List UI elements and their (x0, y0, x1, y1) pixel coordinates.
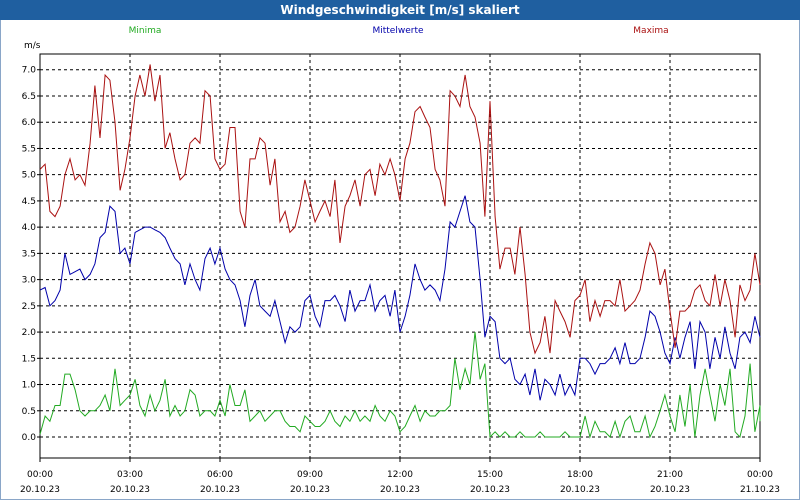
y-tick-label: 4.0 (22, 223, 37, 233)
y-tick-label: 3.5 (22, 249, 36, 259)
y-tick-label: 2.5 (22, 302, 36, 312)
y-axis-ticks: 0.0 0.5 1.0 1.5 2.0 2.5 3.0 3.5 4.0 4.5 5.0 5.5 6.0 6… (22, 66, 40, 443)
legend-item: Minima (129, 26, 162, 36)
y-tick-label: 5.0 (22, 171, 37, 181)
series-line-minima (39, 332, 761, 439)
chart-grid (40, 54, 760, 458)
x-tick-time-label: 06:00 (207, 470, 233, 480)
x-tick-time-label: 00:00 (747, 470, 773, 480)
legend-item: Maxima (633, 26, 668, 36)
legend-item: Mittelwerte (372, 26, 423, 36)
x-tick-date-label: 20.10.23 (200, 485, 240, 495)
chart-series (39, 64, 761, 439)
y-tick-label: 0.5 (22, 407, 36, 417)
x-tick-date-label: 20.10.23 (110, 485, 150, 495)
y-tick-label: 5.5 (22, 144, 36, 154)
x-tick-date-label: 20.10.23 (560, 485, 600, 495)
y-tick-label: 6.0 (22, 118, 37, 128)
y-tick-label: 0.0 (22, 433, 37, 443)
x-tick-time-label: 03:00 (117, 470, 143, 480)
x-tick-date-label: 20.10.23 (290, 485, 330, 495)
x-tick-date-label: 20.10.23 (470, 485, 510, 495)
x-tick-date-label: 20.10.23 (20, 485, 60, 495)
x-tick-time-label: 15:00 (477, 470, 503, 480)
x-tick-time-label: 18:00 (567, 470, 593, 480)
y-tick-label: 1.0 (22, 381, 37, 391)
y-axis-unit-label: m/s (24, 41, 41, 51)
x-tick-time-label: 12:00 (387, 470, 413, 480)
y-tick-label: 1.5 (22, 354, 36, 364)
window-title: Windgeschwindigkeit [m/s] skaliert (0, 0, 800, 20)
y-tick-label: 3.0 (22, 276, 37, 286)
x-tick-date-label: 21.10.23 (740, 485, 780, 495)
y-tick-label: 7.0 (22, 66, 37, 76)
x-tick-time-label: 21:00 (657, 470, 683, 480)
chart-legend: Minima Mittelwerte Maxima (129, 26, 669, 36)
x-axis-ticks: 00:00 20.10.23 03:00 20.10.23 06:00 20.10.23 0… (20, 458, 780, 495)
x-tick-time-label: 00:00 (27, 470, 53, 480)
x-tick-time-label: 09:00 (297, 470, 323, 480)
y-tick-label: 4.5 (22, 197, 36, 207)
y-tick-label: 2.0 (22, 328, 37, 338)
x-tick-date-label: 20.10.23 (380, 485, 420, 495)
x-tick-date-label: 20.10.23 (650, 485, 690, 495)
series-line-maxima (39, 64, 761, 355)
y-tick-label: 6.5 (22, 92, 36, 102)
series-line-mittelwerte (39, 195, 761, 401)
